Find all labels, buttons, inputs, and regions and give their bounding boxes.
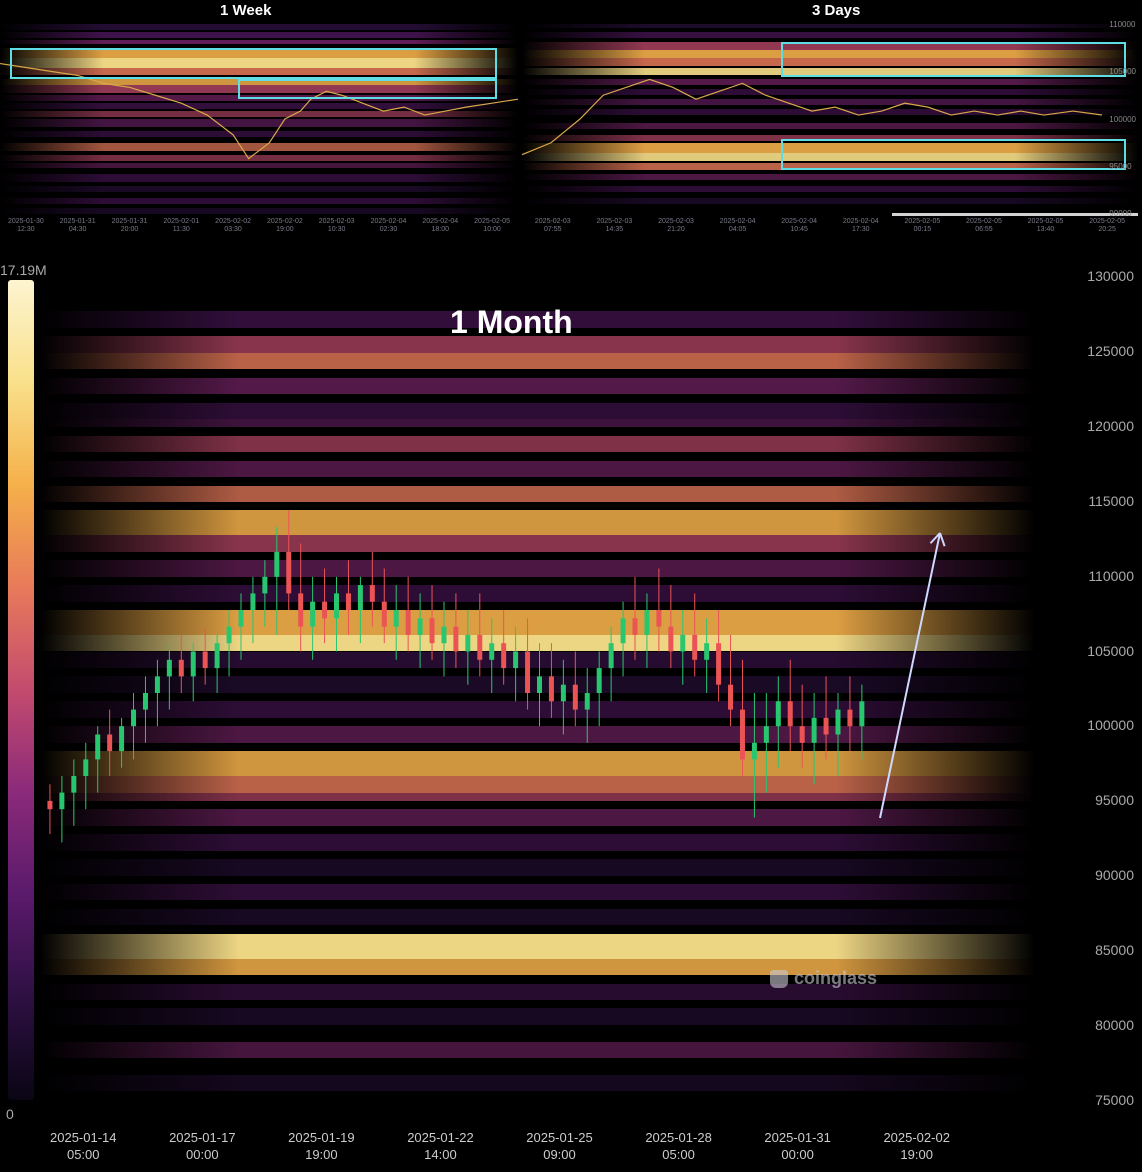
yaxis-tick: 75000 [1087, 1092, 1134, 1108]
yaxis-tick: 90000 [1087, 867, 1134, 883]
xaxis-tick: 2025-02-0219:00 [267, 218, 303, 248]
xaxis-tick: 2025-02-0500:15 [904, 218, 940, 248]
colorbar [8, 280, 34, 1100]
xaxis-tick: 2025-02-0404:05 [720, 218, 756, 248]
xaxis-tick: 2025-02-0410:45 [781, 218, 817, 248]
xaxis-tick: 2025-01-3012:30 [8, 218, 44, 248]
xaxis-tick: 2025-01-3104:30 [60, 218, 96, 248]
yaxis-tick: 110000 [1087, 568, 1134, 584]
xaxis-tick: 2025-02-0314:35 [596, 218, 632, 248]
panel-1week-title: 1 Week [220, 2, 271, 19]
yaxis-tick: 120000 [1087, 418, 1134, 434]
chart-1week-area[interactable] [0, 20, 518, 218]
xaxis-tick: 2025-02-0506:55 [966, 218, 1002, 248]
yaxis-tick: 95000 [1087, 792, 1134, 808]
yaxis-tick: 115000 [1087, 493, 1134, 509]
yaxis-tick: 105000 [1087, 643, 1134, 659]
panel-1week: 1 Week 2025-01-3012:302025-01-3104:30202… [0, 0, 518, 248]
xaxis-tick: 2025-02-0513:40 [1028, 218, 1064, 248]
panel-3days-title: 3 Days [812, 2, 860, 19]
yaxis-tick: 90000 [1109, 209, 1136, 218]
xaxis-1week: 2025-01-3012:30 2025-01-3104:30 2025-01-31… [0, 218, 518, 248]
xaxis-tick: 2025-02-0307:55 [535, 218, 571, 248]
yaxis-tick: 100000 [1109, 115, 1136, 124]
projection-arrow [40, 278, 1035, 1108]
highlight-box [781, 42, 1126, 78]
xaxis-tick: 2025-02-0520:25 [1089, 218, 1125, 248]
xaxis-tick: 2025-01-2509:00 [526, 1130, 593, 1164]
yaxis-tick: 110000 [1109, 20, 1136, 29]
yaxis-tick: 95000 [1109, 162, 1136, 171]
xaxis-tick: 2025-02-0203:30 [215, 218, 251, 248]
chart-1month-area[interactable]: coinglass [40, 278, 1035, 1108]
chart-3days-area[interactable] [522, 20, 1138, 218]
xaxis-tick: 2025-02-0310:30 [319, 218, 355, 248]
yaxis-tick: 105000 [1109, 67, 1136, 76]
yaxis-1month: 130000 125000 120000 115000 110000 105000 1000… [1087, 268, 1134, 1108]
xaxis-tick: 2025-02-0219:00 [883, 1130, 950, 1164]
xaxis-tick: 2025-01-2214:00 [407, 1130, 474, 1164]
highlight-box [10, 48, 497, 80]
xaxis-tick: 2025-02-0321:20 [658, 218, 694, 248]
colorbar-max-label: 17.19M [0, 262, 47, 278]
xaxis-tick: 2025-02-0417:30 [843, 218, 879, 248]
xaxis-3days: 2025-02-0307:55 2025-02-0314:35 2025-02-03… [522, 218, 1138, 248]
highlight-box [238, 79, 497, 99]
top-row: 1 Week 2025-01-3012:302025-01-3104:30202… [0, 0, 1142, 248]
panel-1month: 17.19M 0 1 Month coinglass 1300001250001… [0, 248, 1142, 1172]
xaxis-tick: 2025-01-1405:00 [50, 1130, 117, 1164]
yaxis-tick: 85000 [1087, 942, 1134, 958]
xaxis-tick: 2025-01-1919:00 [288, 1130, 355, 1164]
highlight-box [781, 139, 1126, 171]
yaxis-tick: 80000 [1087, 1017, 1134, 1033]
yaxis-tick: 125000 [1087, 343, 1134, 359]
xaxis-tick: 2025-01-3100:00 [764, 1130, 831, 1164]
xaxis-tick: 2025-02-0418:00 [422, 218, 458, 248]
yaxis-3days: 110000 105000 100000 95000 90000 [1109, 20, 1136, 218]
xaxis-1month: 2025-01-1405:00 2025-01-1700:00 2025-01-19… [50, 1130, 950, 1164]
xaxis-tick: 2025-02-0111:30 [163, 218, 199, 248]
xaxis-tick: 2025-01-1700:00 [169, 1130, 236, 1164]
yaxis-tick: 130000 [1087, 268, 1134, 284]
colorbar-min-label: 0 [6, 1106, 14, 1122]
scrollbar-3days[interactable] [892, 213, 1138, 216]
xaxis-tick: 2025-02-0510:00 [474, 218, 510, 248]
panel-3days: 3 Days 110000 105000 100000 95000 90000 2025… [522, 0, 1138, 248]
xaxis-tick: 2025-01-3120:00 [112, 218, 148, 248]
xaxis-tick: 2025-01-2805:00 [645, 1130, 712, 1164]
yaxis-tick: 100000 [1087, 717, 1134, 733]
xaxis-tick: 2025-02-0402:30 [371, 218, 407, 248]
